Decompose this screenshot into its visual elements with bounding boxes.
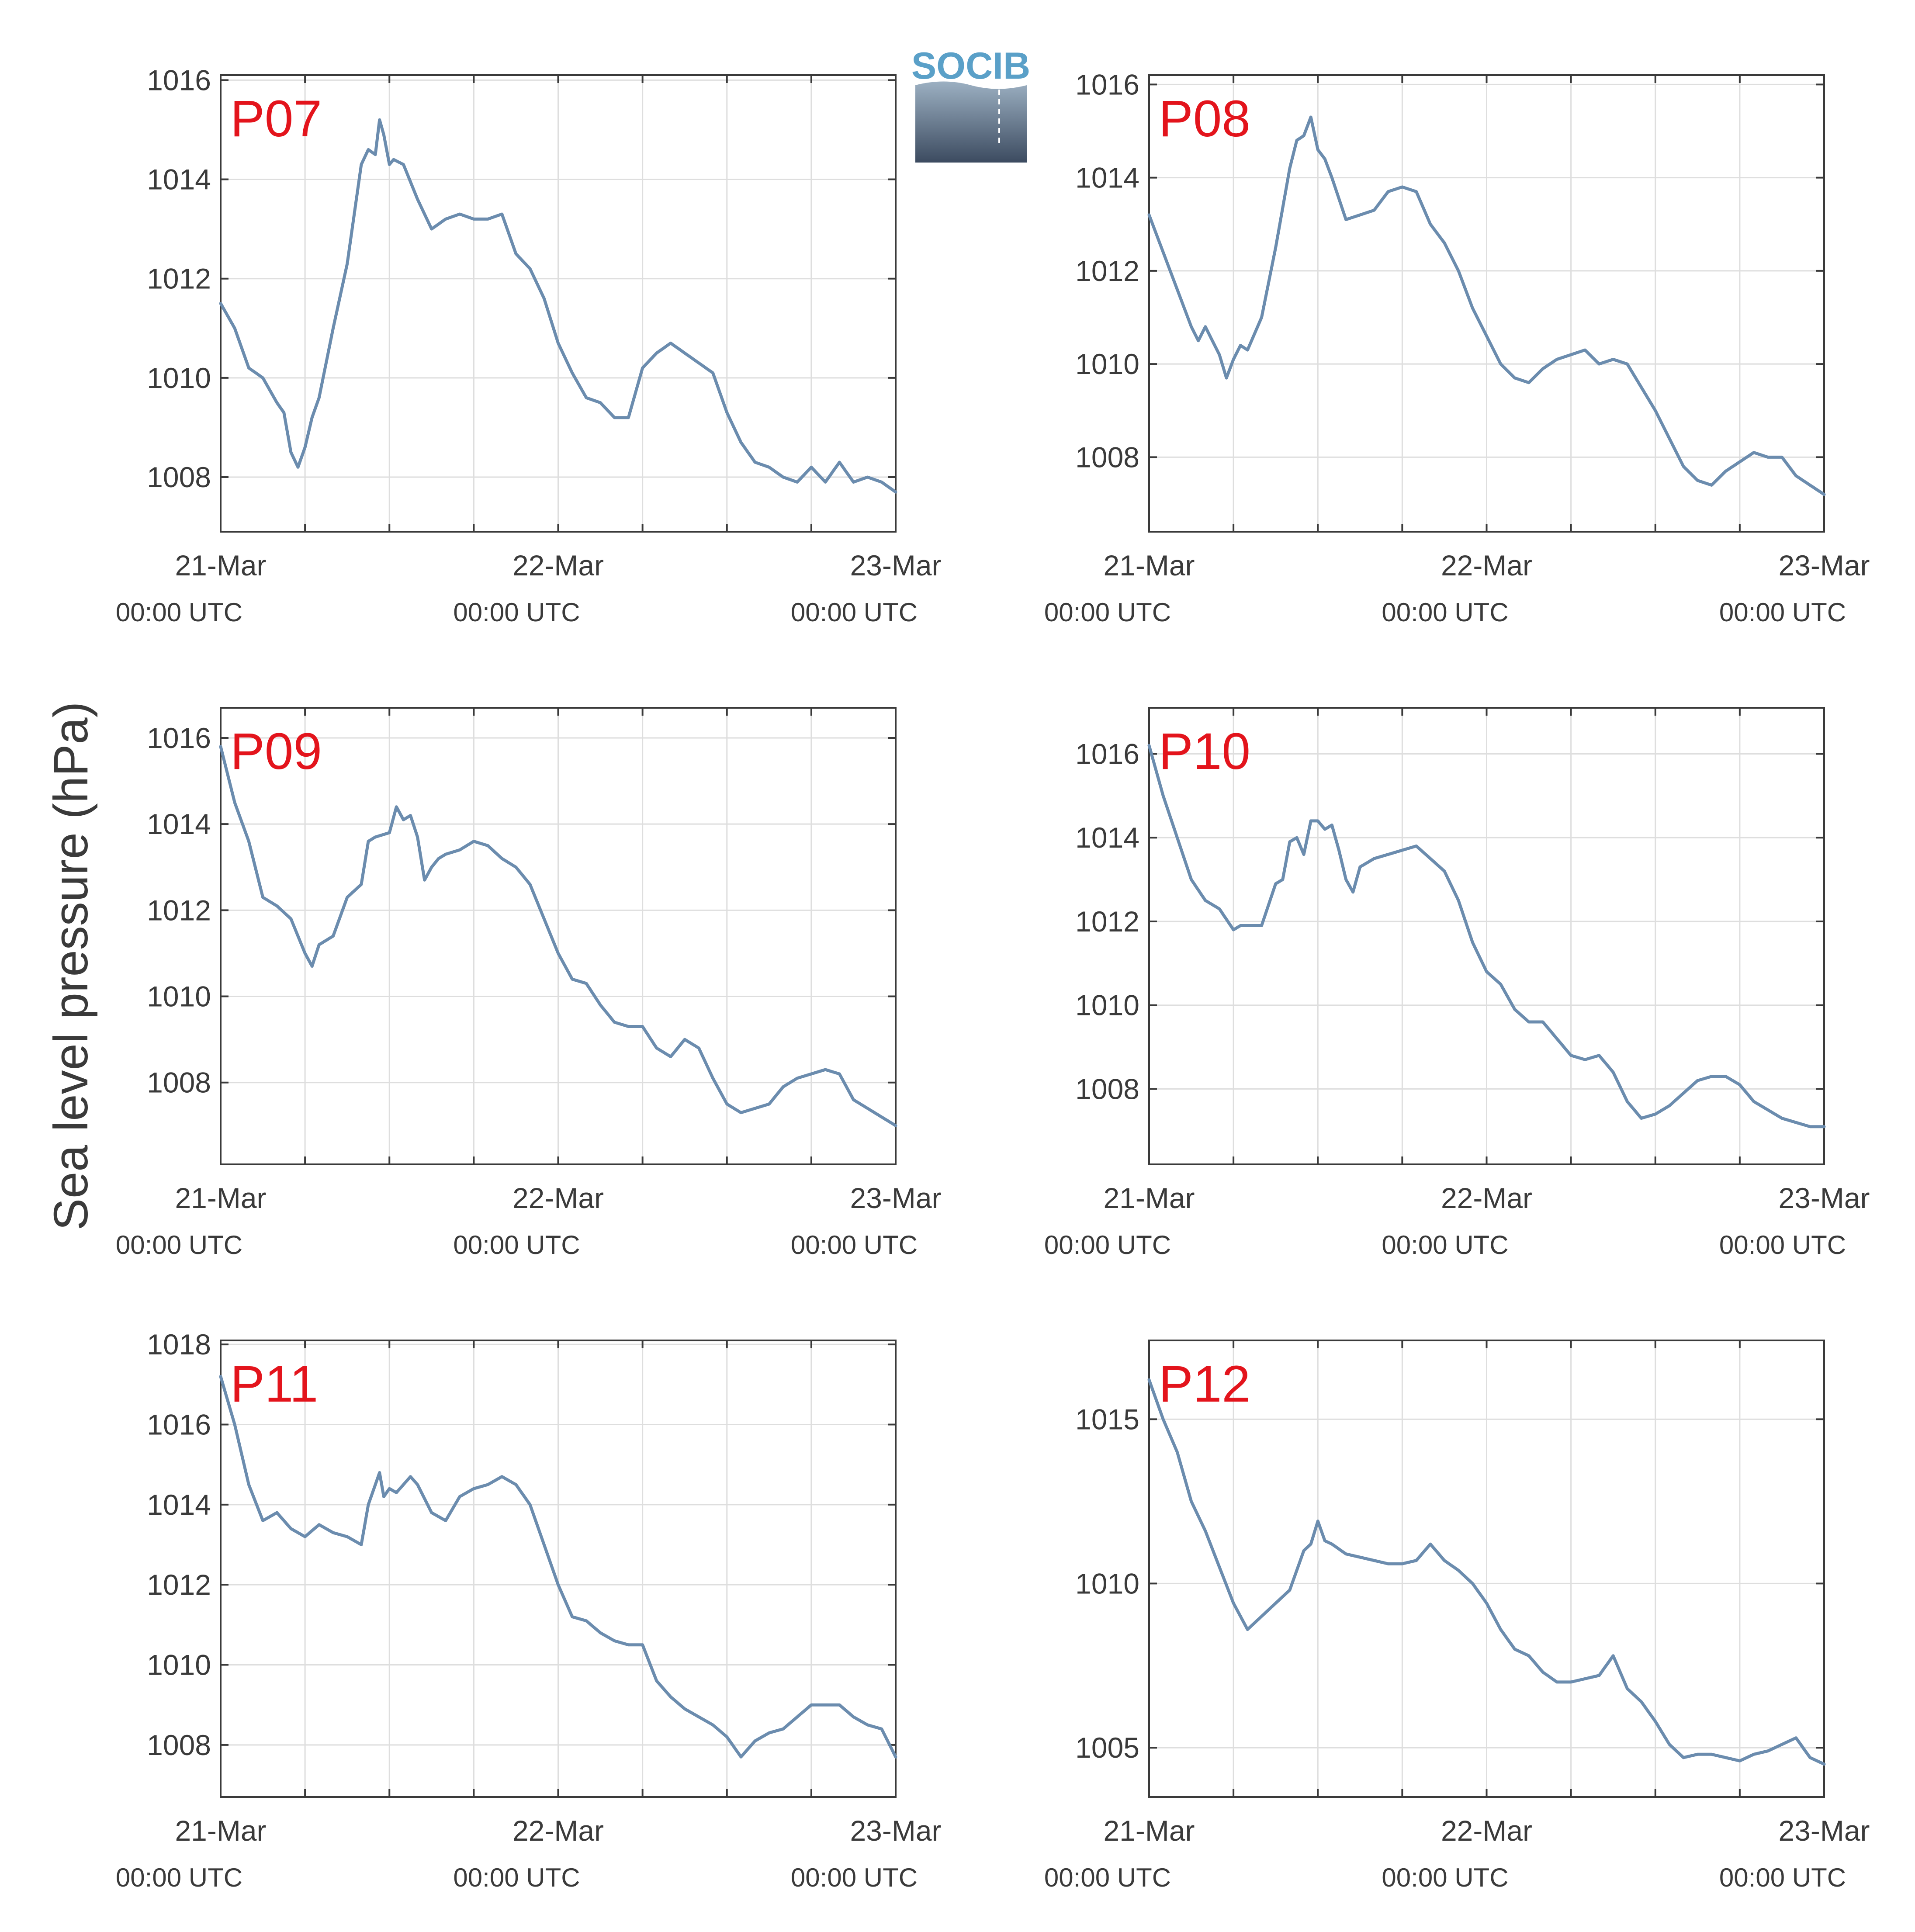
panel-p12: 1005 1010 1015 21-Mar 00:00 UTC 22-Mar 00:00 U…	[1044, 1340, 1870, 1892]
p12-xtick-sublabel: 00:00 UTC	[1044, 1863, 1171, 1892]
p08-ytick-label: 1008	[1075, 441, 1139, 473]
y-axis-label: Sea level pressure (hPa)	[44, 702, 98, 1231]
p09-ytick-label: 1014	[147, 808, 211, 840]
p12-xtick-sublabel: 00:00 UTC	[1382, 1863, 1508, 1892]
p08-ytick-label: 1012	[1075, 255, 1139, 287]
p07-xtick-label: 22-Mar	[513, 549, 604, 582]
p08-xtick-label: 23-Mar	[1778, 549, 1870, 582]
p07-ytick-label: 1010	[147, 362, 211, 394]
p07-xtick-sublabel: 00:00 UTC	[791, 598, 918, 627]
p12-panel-title: P12	[1159, 1355, 1250, 1413]
p12-xtick-label: 21-Mar	[1103, 1814, 1195, 1847]
p11-ytick-label: 1012	[147, 1568, 211, 1601]
p09-ytick-label: 1016	[147, 722, 211, 754]
p09-panel-title: P09	[230, 723, 322, 780]
p11-ytick-label: 1018	[147, 1328, 211, 1361]
panel-p09: 1008 1010 1012 1014 1016 21-Mar 00:00 UTC 22-Ma…	[116, 707, 942, 1260]
p09-series-line	[219, 745, 897, 1127]
p10-panel-title: P10	[1159, 723, 1250, 780]
p11-xtick-sublabel: 00:00 UTC	[791, 1863, 918, 1892]
p07-xtick-label: 23-Mar	[850, 549, 941, 582]
p08-ytick-label: 1010	[1075, 348, 1139, 380]
p08-xtick-label: 22-Mar	[1441, 549, 1532, 582]
p07-series-line	[219, 118, 897, 494]
panel-p08: 1008 1010 1012 1014 1016 21-Mar 00:00 UTC 22-Ma…	[1044, 68, 1870, 627]
p10-ytick-label: 1016	[1075, 737, 1139, 770]
p12-ytick-label: 1005	[1075, 1731, 1139, 1764]
p08-xtick-sublabel: 00:00 UTC	[1719, 598, 1846, 627]
p11-xtick-label: 23-Mar	[850, 1814, 941, 1847]
p07-xtick-label: 21-Mar	[175, 549, 266, 582]
p12-xtick-label: 23-Mar	[1778, 1814, 1870, 1847]
p09-xtick-label: 23-Mar	[850, 1182, 941, 1214]
p11-series-line	[219, 1375, 897, 1759]
p11-xtick-label: 22-Mar	[513, 1814, 604, 1847]
p12-ytick-label: 1015	[1075, 1403, 1139, 1435]
p08-xtick-sublabel: 00:00 UTC	[1044, 598, 1171, 627]
p09-xtick-label: 22-Mar	[513, 1182, 604, 1214]
p10-xtick-label: 22-Mar	[1441, 1182, 1532, 1214]
p11-xtick-sublabel: 00:00 UTC	[453, 1863, 580, 1892]
p09-xtick-label: 21-Mar	[175, 1182, 266, 1214]
panel-p10: 1008 1010 1012 1014 1016 21-Mar 00:00 UTC 22-Ma…	[1044, 707, 1870, 1260]
p08-xtick-sublabel: 00:00 UTC	[1382, 598, 1508, 627]
p09-xtick-sublabel: 00:00 UTC	[791, 1230, 918, 1260]
p07-xtick-sublabel: 00:00 UTC	[116, 598, 242, 627]
p10-ytick-label: 1010	[1075, 989, 1139, 1021]
panel-p07: 1008 1010 1012 1014 1016 21-Mar 00:00 UTC 22-Ma…	[116, 64, 942, 627]
p11-panel-title: P11	[230, 1355, 318, 1413]
p12-xtick-label: 22-Mar	[1441, 1814, 1532, 1847]
p09-xtick-sublabel: 00:00 UTC	[453, 1230, 580, 1260]
p11-ytick-label: 1008	[147, 1729, 211, 1761]
p09-xtick-sublabel: 00:00 UTC	[116, 1230, 242, 1260]
p11-xtick-label: 21-Mar	[175, 1814, 266, 1847]
panel-p11: 1008 1010 1012 1014 1016 1018 21-Mar 00:00 UTC 2…	[116, 1328, 942, 1892]
p10-ytick-label: 1014	[1075, 821, 1139, 854]
p10-xtick-sublabel: 00:00 UTC	[1044, 1230, 1171, 1260]
p08-ytick-label: 1016	[1075, 68, 1139, 100]
p08-ytick-label: 1014	[1075, 162, 1139, 194]
p10-ytick-label: 1008	[1075, 1073, 1139, 1105]
logo-wave	[915, 81, 1027, 163]
p10-ytick-label: 1012	[1075, 905, 1139, 938]
p09-ytick-label: 1008	[147, 1066, 211, 1099]
p11-ytick-label: 1010	[147, 1649, 211, 1681]
socib-logo: SOCIB	[911, 45, 1030, 163]
p08-panel-title: P08	[1159, 90, 1250, 148]
p10-xtick-label: 23-Mar	[1778, 1182, 1870, 1214]
p12-series-line	[1147, 1378, 1826, 1766]
p12-ytick-label: 1010	[1075, 1567, 1139, 1600]
p07-ytick-label: 1008	[147, 461, 211, 493]
p10-xtick-sublabel: 00:00 UTC	[1382, 1230, 1508, 1260]
p08-series-line	[1147, 115, 1826, 496]
p11-ytick-label: 1014	[147, 1489, 211, 1521]
p09-ytick-label: 1012	[147, 894, 211, 926]
p10-xtick-label: 21-Mar	[1103, 1182, 1195, 1214]
p07-xtick-sublabel: 00:00 UTC	[453, 598, 580, 627]
p07-ytick-label: 1014	[147, 163, 211, 196]
p08-xtick-label: 21-Mar	[1103, 549, 1195, 582]
p07-ytick-label: 1016	[147, 64, 211, 96]
p12-xtick-sublabel: 00:00 UTC	[1719, 1863, 1846, 1892]
p07-ytick-label: 1012	[147, 263, 211, 295]
p10-series-line	[1147, 744, 1826, 1129]
p11-xtick-sublabel: 00:00 UTC	[116, 1863, 242, 1892]
p09-ytick-label: 1010	[147, 980, 211, 1013]
p10-xtick-sublabel: 00:00 UTC	[1719, 1230, 1846, 1260]
logo-text: SOCIB	[911, 45, 1030, 87]
p11-ytick-label: 1016	[147, 1409, 211, 1441]
p07-panel-title: P07	[230, 90, 322, 148]
